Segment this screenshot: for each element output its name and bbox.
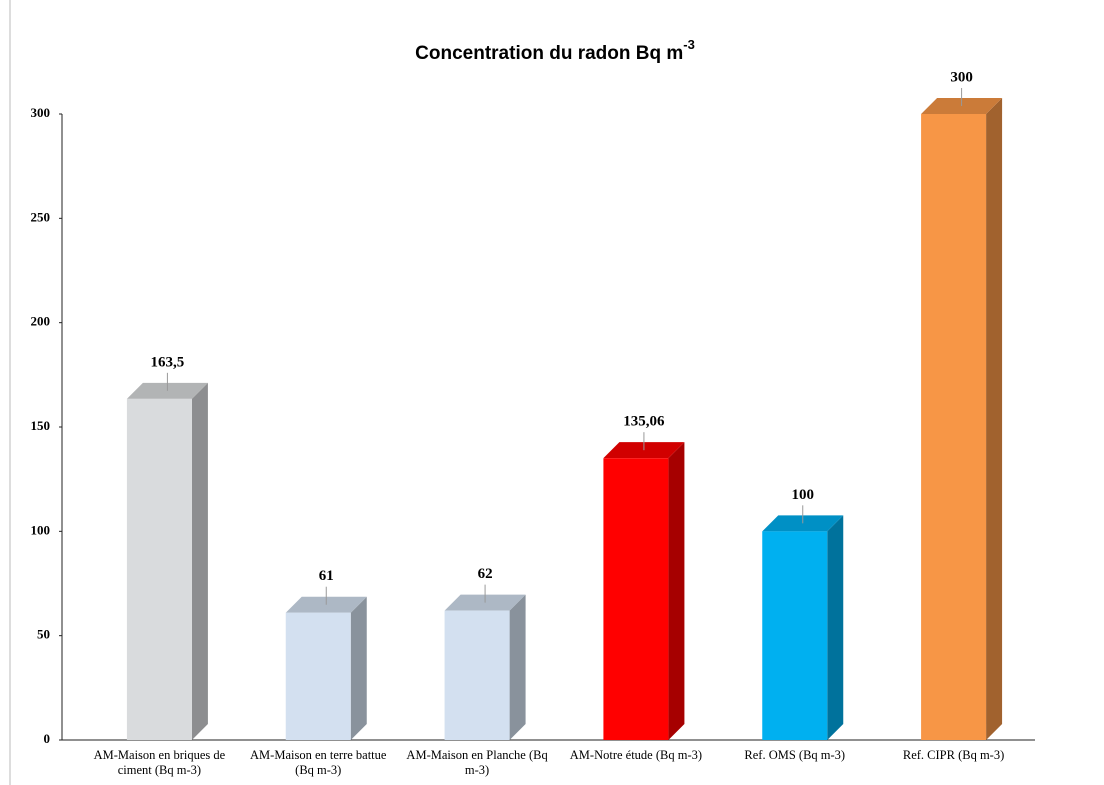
title-superscript: -3 [683, 37, 695, 52]
bar [444, 610, 510, 740]
bar-side [827, 515, 844, 740]
bar-side [191, 382, 208, 740]
x-tick-label: Ref. CIPR (Bq m-3) [902, 748, 1005, 762]
data-label: 163,5 [151, 354, 185, 370]
title-text: Concentration du radon Bq m [415, 43, 683, 64]
bar-side [668, 442, 685, 740]
bar-side [986, 98, 1003, 740]
x-tick-label: AM-Maison en Planche (Bq m-3) [406, 748, 548, 777]
data-label: 135,06 [623, 414, 665, 430]
data-label: 62 [478, 566, 493, 582]
x-tick-label: Ref. OMS (Bq m-3) [744, 748, 846, 762]
bar [285, 612, 351, 740]
chart-title: Concentration du radon Bq m-3 [415, 37, 695, 64]
y-tick-label: 150 [31, 418, 51, 433]
y-tick-label: 0 [44, 731, 51, 746]
data-label: 61 [319, 568, 334, 584]
y-tick-label: 300 [31, 105, 51, 120]
x-tick-label: AM-Maison en briques de ciment (Bq m-3) [93, 748, 226, 777]
data-label: 300 [950, 69, 973, 85]
y-tick-label: 200 [31, 314, 51, 329]
y-tick-label: 50 [37, 627, 50, 642]
x-tick-label: AM-Maison en terre battue (Bq m-3) [250, 748, 387, 777]
bar [921, 114, 987, 740]
bar-side [350, 596, 367, 740]
data-label: 100 [792, 487, 815, 503]
y-tick-label: 100 [31, 522, 51, 537]
x-tick-label: AM-Notre étude (Bq m-3) [569, 748, 703, 762]
bar-side [509, 594, 526, 740]
y-tick-label: 250 [31, 209, 51, 224]
bar [126, 398, 192, 740]
bar [762, 531, 828, 740]
bar [603, 458, 669, 740]
